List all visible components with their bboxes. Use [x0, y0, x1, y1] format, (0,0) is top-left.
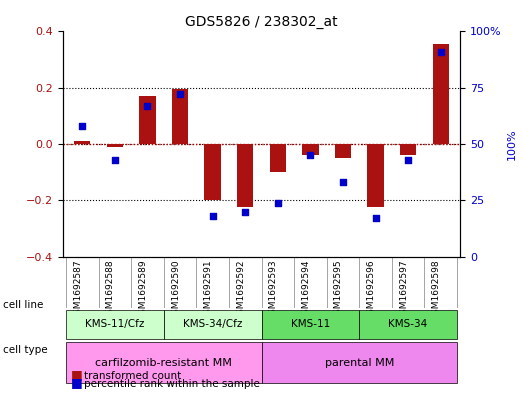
Point — [78, 123, 86, 129]
Point — [176, 91, 184, 97]
Bar — [302, 144, 319, 155]
Text: KMS-34/Cfz: KMS-34/Cfz — [183, 319, 242, 329]
Point — [371, 215, 380, 221]
Bar — [172, 89, 188, 144]
Title: GDS5826 / 238302_at: GDS5826 / 238302_at — [185, 15, 338, 29]
FancyBboxPatch shape — [66, 342, 262, 383]
Text: cell line: cell line — [3, 299, 43, 310]
Bar — [400, 144, 416, 155]
Text: GSM1692597: GSM1692597 — [399, 259, 408, 320]
Point — [437, 49, 445, 55]
Bar — [270, 144, 286, 172]
Text: GSM1692589: GSM1692589 — [139, 259, 147, 320]
Text: GSM1692596: GSM1692596 — [367, 259, 376, 320]
Point — [306, 152, 314, 158]
Y-axis label: 100%: 100% — [507, 128, 517, 160]
Text: percentile rank within the sample: percentile rank within the sample — [84, 379, 259, 389]
Text: carfilzomib-resistant MM: carfilzomib-resistant MM — [95, 358, 232, 367]
Text: ■: ■ — [71, 368, 82, 381]
Text: KMS-11/Cfz: KMS-11/Cfz — [85, 319, 144, 329]
FancyBboxPatch shape — [66, 310, 164, 338]
Bar — [139, 96, 156, 144]
Text: GSM1692595: GSM1692595 — [334, 259, 343, 320]
Text: cell type: cell type — [3, 345, 47, 355]
Text: GSM1692587: GSM1692587 — [73, 259, 82, 320]
Text: KMS-34: KMS-34 — [389, 319, 428, 329]
Bar — [335, 144, 351, 158]
Text: GSM1692592: GSM1692592 — [236, 259, 245, 320]
Bar — [367, 144, 384, 207]
Point — [209, 213, 217, 219]
Text: GSM1692593: GSM1692593 — [269, 259, 278, 320]
FancyBboxPatch shape — [164, 310, 262, 338]
Bar — [433, 44, 449, 144]
Bar — [107, 144, 123, 147]
Text: KMS-11: KMS-11 — [291, 319, 330, 329]
Text: ■: ■ — [71, 376, 82, 389]
Point — [404, 156, 412, 163]
Point — [274, 199, 282, 206]
Point — [143, 103, 152, 109]
Bar — [74, 141, 90, 144]
Text: GSM1692594: GSM1692594 — [301, 259, 310, 320]
Point — [241, 208, 249, 215]
FancyBboxPatch shape — [262, 342, 457, 383]
Text: GSM1692590: GSM1692590 — [171, 259, 180, 320]
Point — [339, 179, 347, 185]
FancyBboxPatch shape — [262, 310, 359, 338]
Text: GSM1692588: GSM1692588 — [106, 259, 115, 320]
Text: transformed count: transformed count — [84, 371, 181, 381]
FancyBboxPatch shape — [359, 310, 457, 338]
Point — [111, 156, 119, 163]
Text: parental MM: parental MM — [325, 358, 394, 367]
Text: GSM1692591: GSM1692591 — [203, 259, 213, 320]
Bar — [237, 144, 253, 207]
Bar — [204, 144, 221, 200]
Text: GSM1692598: GSM1692598 — [431, 259, 441, 320]
